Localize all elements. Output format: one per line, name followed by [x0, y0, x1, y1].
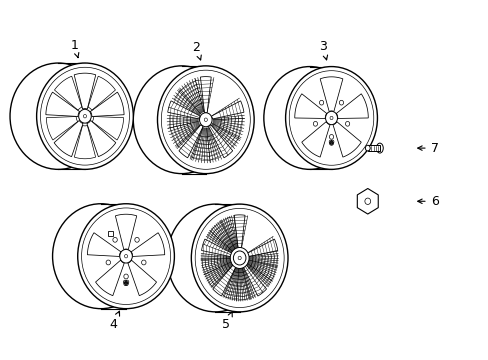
Polygon shape	[201, 239, 233, 257]
Ellipse shape	[325, 111, 337, 125]
Polygon shape	[87, 233, 121, 256]
Ellipse shape	[230, 247, 248, 269]
Ellipse shape	[79, 109, 91, 123]
Polygon shape	[167, 101, 200, 119]
Polygon shape	[200, 77, 211, 113]
Polygon shape	[179, 125, 203, 158]
Polygon shape	[336, 94, 367, 118]
Text: 7: 7	[417, 141, 438, 154]
Ellipse shape	[191, 204, 287, 312]
Polygon shape	[128, 260, 156, 296]
Polygon shape	[46, 92, 80, 117]
Polygon shape	[90, 92, 124, 117]
Polygon shape	[212, 263, 237, 296]
Polygon shape	[320, 77, 342, 112]
Polygon shape	[208, 125, 232, 158]
Ellipse shape	[199, 113, 212, 127]
Text: 5: 5	[222, 312, 232, 331]
Polygon shape	[87, 121, 116, 157]
Ellipse shape	[233, 251, 245, 265]
Text: 3: 3	[318, 40, 327, 60]
Polygon shape	[234, 215, 244, 251]
Ellipse shape	[37, 63, 133, 169]
Text: 2: 2	[192, 41, 201, 60]
Ellipse shape	[120, 249, 132, 263]
Polygon shape	[54, 121, 83, 157]
Polygon shape	[115, 214, 137, 249]
Polygon shape	[74, 73, 96, 109]
Ellipse shape	[157, 66, 254, 174]
Polygon shape	[294, 94, 326, 118]
Polygon shape	[301, 122, 329, 157]
Polygon shape	[242, 263, 266, 296]
Ellipse shape	[78, 204, 174, 309]
Polygon shape	[95, 260, 124, 296]
Polygon shape	[332, 122, 361, 157]
Text: 6: 6	[417, 195, 438, 208]
Polygon shape	[357, 189, 378, 214]
Ellipse shape	[376, 143, 383, 153]
Polygon shape	[211, 101, 244, 119]
Ellipse shape	[285, 67, 377, 169]
Bar	[367, 145, 379, 151]
Text: 4: 4	[109, 311, 119, 331]
Polygon shape	[131, 233, 164, 256]
Polygon shape	[245, 239, 277, 257]
Bar	[108, 231, 113, 236]
Text: 1: 1	[70, 39, 79, 58]
Ellipse shape	[365, 145, 369, 151]
